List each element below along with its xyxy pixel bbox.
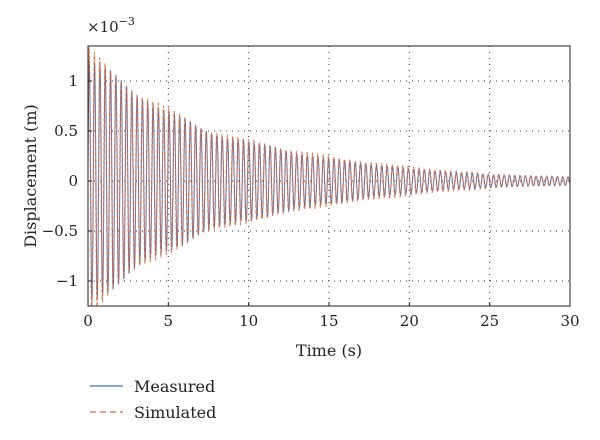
ticks: 0 5 10 15 20 25 30 −1 −0.5 0 0.5 1 xyxy=(42,72,580,330)
x-tick-label: 10 xyxy=(239,312,258,330)
series-layer xyxy=(88,47,570,306)
y-tick-label: −0.5 xyxy=(42,222,78,240)
x-tick-label: 5 xyxy=(164,312,174,330)
y-tick-label: 1 xyxy=(68,72,78,90)
legend-simulated-label: Simulated xyxy=(134,403,216,422)
y-scale-exponent: −3 xyxy=(119,15,135,28)
y-tick-label: −1 xyxy=(56,272,78,290)
x-tick-label: 20 xyxy=(400,312,419,330)
legend-measured-label: Measured xyxy=(134,377,215,396)
grid xyxy=(88,46,570,306)
x-tick-label: 15 xyxy=(319,312,338,330)
y-tick-label: 0 xyxy=(68,172,78,190)
x-tick-label: 30 xyxy=(560,312,579,330)
y-axis-label: Displacement (m) xyxy=(21,104,40,248)
y-tick-label: 0.5 xyxy=(54,122,78,140)
legend: Measured Simulated xyxy=(90,377,216,422)
x-tick-label: 0 xyxy=(83,312,93,330)
series-line-simulated xyxy=(88,47,570,306)
x-axis-label: Time (s) xyxy=(296,341,362,360)
x-tick-label: 25 xyxy=(480,312,499,330)
y-scale-multiplier: ×10−3 xyxy=(87,15,135,36)
